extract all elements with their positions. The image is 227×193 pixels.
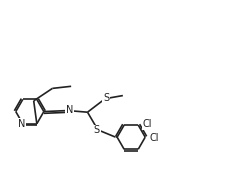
Text: S: S <box>103 93 109 103</box>
Text: S: S <box>94 125 100 135</box>
Text: Cl: Cl <box>142 119 152 130</box>
Text: N: N <box>66 105 73 115</box>
Text: N: N <box>18 119 25 129</box>
Text: Cl: Cl <box>149 133 159 143</box>
